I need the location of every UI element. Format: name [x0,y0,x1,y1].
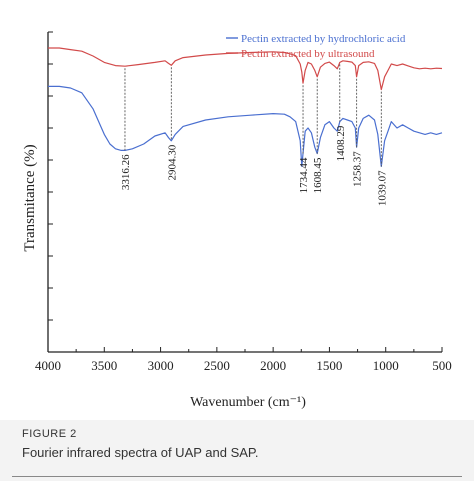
series-layer [48,47,443,167]
legend-entry: Pectin extracted by hydrochloric acid [241,33,406,45]
chart-axes: 4000 3500 3000 2500 2000 1500 1000 500 [35,31,452,373]
x-tick-label: 1500 [316,358,342,373]
peak-label: 1258.37 [352,151,364,187]
series-line-2 [48,47,443,91]
divider [12,476,462,477]
y-axis-label: Transmitance (%) [22,144,38,251]
x-axis-label: Wavenumber (cm⁻¹) [190,395,306,410]
chart-legend: Pectin extracted by hydrochloric acid Pec… [226,33,406,60]
peak-label: 1734.44 [298,157,310,193]
figure-label: FIGURE 2 [22,428,77,440]
x-tick-label: 500 [432,358,452,373]
series-line-1 [48,85,443,167]
x-tick-label: 4000 [35,358,61,373]
x-tick-label: 2500 [204,358,230,373]
figure-caption: Fourier infrared spectra of UAP and SAP. [22,445,259,460]
legend-entry: Pectin extracted by ultrasound [241,48,375,60]
x-tick-label: 2000 [260,358,286,373]
peak-label: 1039.07 [376,170,388,206]
ftir-chart: 4000 3500 3000 2500 2000 1500 1000 500 3316.26 2… [22,31,452,410]
peak-label: 1608.45 [312,157,324,193]
annotation-layer: 3316.26 2904.30 1734.44 1608.45 1408.29 1258.… [120,64,388,206]
peak-label: 2904.30 [166,144,178,180]
x-tick-label: 3000 [148,358,174,373]
x-tick-label: 3500 [91,358,117,373]
x-tick-label: 1000 [373,358,399,373]
peak-label: 3316.26 [120,154,132,190]
plot-area: 4000 3500 3000 2500 2000 1500 1000 500 3316.26 2… [0,0,474,420]
peak-label: 1408.29 [335,125,347,161]
